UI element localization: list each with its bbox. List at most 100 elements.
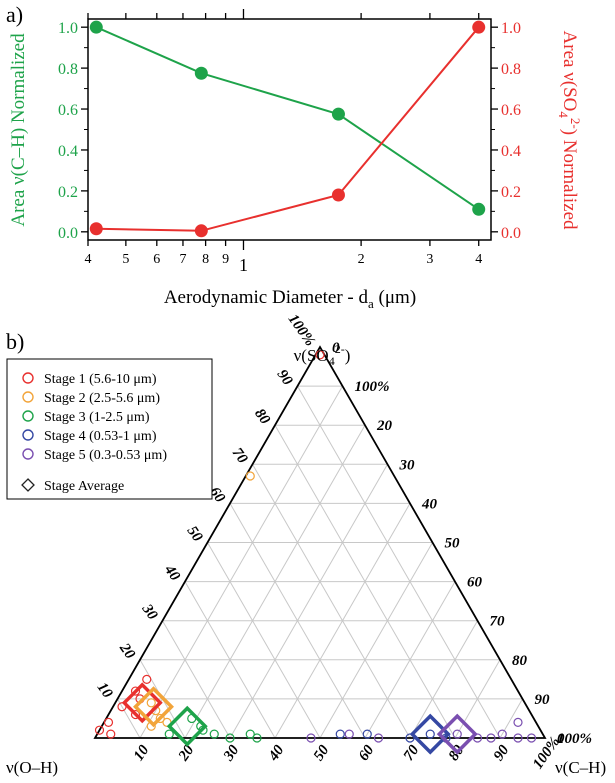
x-tick-label: 9 (222, 252, 229, 267)
series-line (96, 26, 480, 232)
tick-label-so4: 20 (116, 640, 139, 663)
grid-line (252, 464, 411, 739)
grid-line (409, 620, 478, 739)
legend-marker (22, 410, 34, 422)
y-tick-label-right: 0.8 (501, 61, 521, 78)
tick-label-ch: 90 (491, 742, 513, 764)
y-tick-label-right: 0.6 (501, 102, 521, 119)
line-chart: 0.0 0.0 0.2 0.2 0.4 0.4 0.6 0.6 0.8 0.8 1.0 1.0 4 5 6 7… (8, 9, 583, 311)
tick-label-ch: 60 (356, 742, 378, 764)
data-point (425, 729, 435, 739)
legend-label: Stage 4 (0.53-1 μm) (44, 429, 157, 444)
ternary-grid (117, 385, 523, 739)
series-line (95, 26, 480, 211)
data-point (155, 713, 165, 724)
stage-average-marker (166, 705, 208, 747)
tick-label-ch: 10 (131, 742, 153, 764)
data-point (130, 709, 141, 720)
grid-line (117, 698, 141, 739)
tick-label-ch: 50 (311, 742, 333, 764)
data-point (94, 725, 105, 735)
data-point (472, 202, 486, 216)
y-tick-label-left: 0.2 (58, 184, 78, 201)
data-point (373, 733, 384, 743)
panel-label-a: a) (6, 2, 23, 27)
data-point (194, 224, 208, 238)
x-tick-label: 6 (153, 252, 160, 267)
data-point (513, 733, 523, 743)
y-tick-label-left: 0.4 (58, 143, 78, 160)
tick-label-oh: 70 (490, 614, 506, 630)
stage-average-marker (436, 713, 478, 755)
data-point (486, 733, 496, 743)
axis-label-right: ν(C–H) (555, 758, 606, 777)
axes: 0.0 0.0 0.2 0.2 0.4 0.4 0.6 0.6 0.8 0.8 1.0 1.0 4 5 6 7… (58, 9, 521, 275)
panel-label-b: b) (6, 329, 24, 354)
legend-label: Stage Average (44, 479, 124, 494)
legend-marker (22, 448, 34, 460)
data-point (146, 698, 156, 708)
tick-label-zero: 0 (332, 340, 340, 356)
grid-line (297, 385, 501, 739)
ternary-chart: 1010100%20202030303040404050505060606070… (6, 311, 606, 777)
y-axis-label-right: Area ν(SO42-) Normalized (556, 31, 583, 230)
axis-label-top: ν(SO42-) (294, 342, 351, 368)
tick-label-oh: 40 (421, 496, 438, 512)
legend-box (6, 358, 213, 500)
tick-label-so4: 100% (285, 311, 318, 349)
grid-line (454, 659, 501, 739)
data-point (209, 729, 219, 739)
y-tick-label-right: 0.4 (501, 143, 521, 160)
tick-label-so4: 30 (138, 601, 161, 624)
data-point (142, 674, 152, 684)
legend-label: Stage 5 (0.3-0.53 μm) (44, 448, 167, 463)
tick-label-ch: 70 (401, 742, 423, 764)
y-tick-label-left: 0.6 (58, 102, 78, 119)
series-group (89, 20, 486, 238)
x-tick-label: 3 (426, 252, 433, 267)
data-point (103, 717, 114, 727)
data-point (315, 350, 325, 360)
legend-marker (22, 391, 34, 403)
y-tick-label-left: 0.8 (58, 61, 78, 78)
tick-label-so4: 70 (229, 445, 251, 467)
stage-average-marker (409, 713, 451, 755)
data-point (225, 733, 235, 743)
tick-label-so4: 50 (184, 523, 206, 545)
legend-label: Stage 1 (5.6-10 μm) (44, 372, 157, 387)
grid-line (319, 542, 433, 739)
legend-marker (21, 478, 35, 492)
y-tick-label-right: 0.0 (501, 225, 521, 242)
tick-label-ch: 40 (265, 742, 288, 765)
data-point (344, 729, 354, 739)
data-point (245, 729, 255, 739)
grid-line (207, 542, 321, 739)
data-point (306, 733, 316, 743)
tick-label-so4: 10 (94, 680, 116, 702)
tick-label-so4: 40 (161, 562, 184, 585)
axis-label-left: ν(O–H) (6, 758, 58, 777)
tick-label-oh: 100% (355, 379, 390, 395)
data-point (526, 733, 537, 743)
y-tick-label-right: 0.2 (501, 184, 521, 201)
tick-label-oh: 50 (445, 536, 461, 552)
grid-line (229, 464, 388, 739)
x-tick-label: 7 (179, 252, 186, 267)
grid-line (162, 620, 231, 739)
data-point (497, 729, 507, 739)
tick-label-so4: 80 (251, 406, 273, 428)
tick-label-oh: 30 (399, 457, 416, 473)
grid-line (184, 581, 276, 739)
stage-average-marker (121, 682, 163, 724)
y-tick-label-right: 1.0 (501, 20, 521, 37)
x-tick-label: 2 (358, 252, 365, 267)
data-point (245, 471, 255, 481)
x-tick-label: 8 (202, 252, 209, 267)
data-point (472, 20, 486, 34)
data-point (331, 188, 345, 202)
legend-label: Stage 3 (1-2.5 μm) (44, 410, 150, 425)
grid-line (139, 385, 343, 739)
stage-average-marker (133, 686, 174, 728)
data-point (130, 686, 141, 696)
